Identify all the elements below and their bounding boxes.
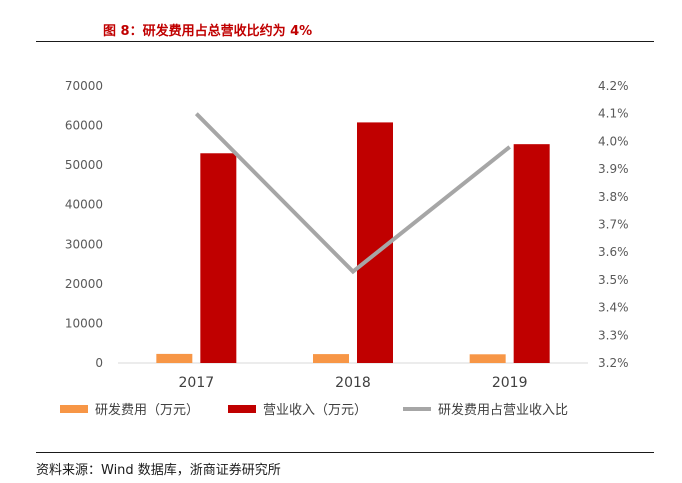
right-tick-label: 3.7% (598, 218, 629, 232)
left-y-axis: 0 10000 20000 30000 40000 50000 60000 70000 (65, 79, 103, 370)
right-tick-label: 3.2% (598, 356, 629, 370)
left-tick-label: 50000 (65, 158, 103, 172)
figure-title: 图 8：研发费用占总营收比约为 4% (103, 24, 313, 39)
source-note: 资料来源：Wind 数据库，浙商证券研究所 (36, 463, 281, 478)
left-tick-label: 0 (95, 356, 103, 370)
x-tick-label: 2017 (179, 375, 215, 391)
bottom-rule (36, 452, 654, 453)
bar-2019-0 (469, 354, 506, 363)
left-tick-label: 20000 (65, 277, 103, 291)
right-tick-label: 4.2% (598, 79, 629, 93)
x-axis-labels: 2017 2018 2019 (179, 375, 528, 391)
legend-label: 研发费用占营业收入比 (438, 402, 568, 418)
legend-swatch (228, 405, 256, 413)
x-tick-label: 2019 (492, 375, 528, 391)
x-tick-label: 2018 (335, 375, 371, 391)
bar-2017-1 (200, 153, 237, 363)
right-tick-label: 4.1% (598, 107, 629, 121)
right-tick-label: 3.8% (598, 190, 629, 204)
legend-label: 营业收入（万元） (263, 403, 367, 418)
right-tick-label: 3.3% (598, 328, 629, 342)
legend-swatch (60, 405, 88, 413)
legend-label: 研发费用（万元） (95, 402, 199, 418)
right-tick-label: 4.0% (598, 134, 629, 148)
left-tick-label: 40000 (65, 198, 103, 212)
right-tick-label: 3.4% (598, 301, 629, 315)
ratio-line (194, 112, 511, 275)
bar-2017-0 (156, 353, 193, 363)
bar-2019-1 (513, 144, 550, 363)
bar-series (156, 122, 550, 363)
right-y-axis: 3.2% 3.3% 3.4% 3.5% 3.6% 3.7% 3.8% 3.9% 4.0% 4.1%… (598, 79, 629, 370)
right-tick-label: 3.6% (598, 245, 629, 259)
legend: 研发费用（万元） 营业收入（万元） 研发费用占营业收入比 (60, 402, 568, 418)
bar-2018-0 (313, 354, 349, 363)
left-tick-label: 60000 (65, 119, 103, 133)
left-tick-label: 70000 (65, 79, 103, 93)
right-tick-label: 3.9% (598, 162, 629, 176)
right-tick-label: 3.5% (598, 273, 629, 287)
left-tick-label: 30000 (65, 237, 103, 251)
left-tick-label: 10000 (65, 316, 103, 330)
top-rule (36, 41, 654, 42)
line-series (194, 112, 511, 275)
